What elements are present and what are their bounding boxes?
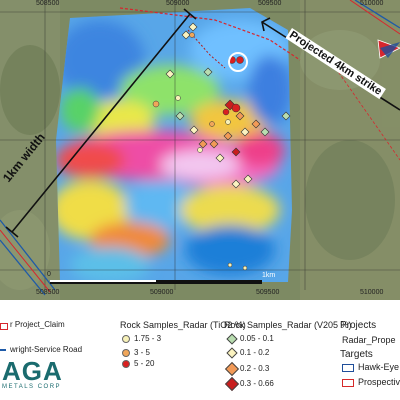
- v205-item-label: 0.1 - 0.2: [240, 348, 270, 357]
- scale-label: 1km: [262, 272, 276, 279]
- tio2-sample-point: [175, 95, 181, 101]
- tio2-item-label: 5 - 20: [134, 359, 155, 368]
- tio2-sample-point: [231, 103, 241, 113]
- target-swatch: [342, 364, 354, 372]
- target-cluster: [228, 52, 248, 72]
- project-claim-boundary: [119, 7, 301, 61]
- tio2-swatch: [122, 360, 130, 368]
- v205-sample-point: [165, 69, 175, 79]
- v205-sample-point: [209, 139, 219, 149]
- v205-sample-point: [235, 111, 245, 121]
- v205-sample-point: [223, 131, 233, 141]
- tio2-sample-point: [152, 100, 160, 108]
- coord-label-bottom: 509000: [150, 289, 174, 296]
- map-view[interactable]: 508500 509000 509500 510000 508500 50900…: [0, 0, 400, 300]
- coord-label-top: 509500: [258, 0, 282, 7]
- tio2-sample-point: [225, 119, 231, 125]
- road-legend-swatch: [0, 349, 6, 351]
- v205-swatch: [224, 361, 240, 377]
- v205-sample-point: [240, 127, 250, 137]
- tio2-legend-title: Rock Samples_Radar (TiO2 %): [120, 320, 246, 330]
- logo-subtext: METALS CORP: [2, 384, 62, 390]
- v205-sample-point: [251, 119, 261, 129]
- tio2-sample-point: [227, 262, 233, 268]
- coord-label-top: 508500: [36, 0, 60, 7]
- v205-item-label: 0.3 - 0.66: [240, 379, 274, 388]
- coord-label-top: 509000: [166, 0, 190, 7]
- v205-sample-point: [215, 153, 225, 163]
- radar-heatmap: [56, 8, 292, 282]
- v205-sample-point: [188, 22, 198, 32]
- v205-sample-point: [203, 67, 213, 77]
- tio2-sample-point: [222, 108, 230, 116]
- v205-sample-point: [231, 179, 241, 189]
- v205-sample-point: [260, 127, 270, 137]
- v205-sample-point: [243, 174, 253, 184]
- tio2-sample-point: [189, 32, 195, 38]
- project-claim-label: r Project_Claim: [10, 320, 65, 329]
- target-arrow-icon: [377, 39, 400, 59]
- claim-legend-swatch: [0, 323, 8, 330]
- service-road-label: wright-Service Road: [10, 345, 83, 354]
- scale-bar: [50, 280, 262, 284]
- width-measure-line: [5, 8, 197, 238]
- v205-item-label: 0.2 - 0.3: [240, 364, 270, 373]
- coord-label-bottom: 508500: [36, 289, 60, 296]
- coord-label-bottom: 509500: [256, 289, 280, 296]
- target-swatch: [342, 379, 354, 387]
- v205-sample-point: [181, 30, 191, 40]
- v205-swatch: [224, 376, 240, 392]
- tio2-samples: [152, 32, 248, 271]
- target-item-label: Hawk-Eye: [358, 362, 400, 372]
- road-lines: [0, 219, 56, 296]
- tio2-sample-point: [236, 56, 244, 64]
- targets-title: Targets: [340, 349, 373, 360]
- tio2-sample-point: [197, 147, 203, 153]
- v205-sample-point: [198, 139, 208, 149]
- v205-legend-title: Rock Samples_Radar (V205 %): [224, 320, 352, 330]
- claim-lines-lower-left: [0, 229, 51, 293]
- coord-label-top: 510000: [360, 0, 384, 7]
- road-lines-top-right: [329, 0, 400, 161]
- coord-label-bottom: 510000: [360, 289, 384, 296]
- projects-item-label: Radar_Prope: [342, 335, 396, 345]
- v205-samples: [165, 22, 291, 189]
- v205-swatch: [226, 347, 238, 359]
- v205-sample-point: [175, 111, 185, 121]
- v205-item-label: 0.05 - 0.1: [240, 334, 274, 343]
- tio2-sample-point: [242, 265, 248, 271]
- projects-title: Projects: [340, 320, 377, 331]
- tio2-sample-point: [209, 121, 215, 127]
- service-road: [187, 29, 226, 69]
- v205-sample-point: [231, 147, 241, 157]
- tio2-swatch: [122, 335, 130, 343]
- scale-zero-label: 0: [47, 271, 51, 278]
- tio2-item-label: 1.75 - 3: [134, 334, 162, 343]
- v205-swatch: [226, 333, 238, 345]
- map-grid: [0, 0, 400, 290]
- company-logo: AGA METALS CORP: [2, 358, 63, 390]
- logo-text: AGA: [2, 356, 63, 386]
- v205-sample-point: [189, 125, 199, 135]
- tio2-item-label: 3 - 5: [134, 348, 151, 357]
- tio2-swatch: [122, 349, 130, 357]
- target-item-label: Prospectiv: [358, 377, 400, 387]
- v205-sample-point: [281, 111, 291, 121]
